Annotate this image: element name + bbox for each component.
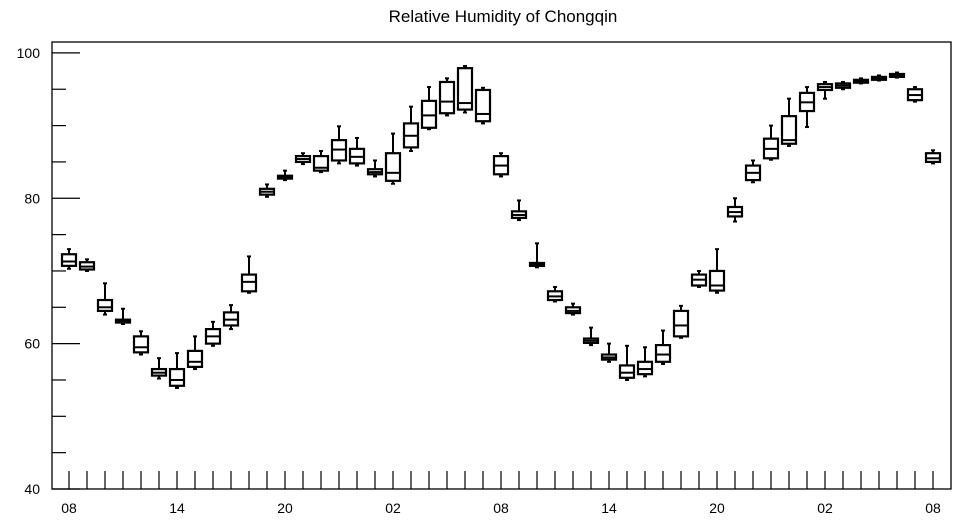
box-plot <box>168 352 186 389</box>
box-body <box>474 88 492 123</box>
box-plot <box>132 330 150 356</box>
box-body <box>60 253 78 267</box>
box-plot <box>762 124 780 161</box>
box-plot <box>492 152 510 178</box>
box-plot <box>870 74 888 82</box>
box-body <box>672 309 690 338</box>
box-plot <box>690 269 708 288</box>
x-tick-label: 20 <box>277 500 293 516</box>
box-plot <box>654 329 672 365</box>
box-plot <box>312 150 330 174</box>
box-plot <box>420 86 438 131</box>
x-tick-label: 14 <box>601 500 617 516</box>
x-tick-label: 14 <box>169 500 185 516</box>
box-plot <box>78 258 96 272</box>
box-plot <box>780 97 798 147</box>
box-plot <box>96 282 114 316</box>
box-plot <box>294 152 312 166</box>
box-plot <box>636 346 654 378</box>
box-body <box>420 99 438 129</box>
box-body <box>168 367 186 387</box>
box-plot <box>708 248 726 294</box>
box-plot <box>924 149 942 165</box>
box-body <box>654 343 672 363</box>
box-body <box>708 269 726 292</box>
box-plot <box>60 248 78 270</box>
box-plot <box>528 242 546 269</box>
box-body <box>438 80 456 115</box>
box-plot <box>726 197 744 223</box>
box-plot <box>240 255 258 294</box>
box-plot <box>204 320 222 347</box>
y-tick-label: 40 <box>24 481 40 497</box>
box-plot <box>186 335 204 371</box>
box-body <box>456 67 474 111</box>
box-body <box>96 298 114 313</box>
box-plot <box>114 307 132 326</box>
box-plot <box>366 159 384 178</box>
box-plot <box>906 86 924 103</box>
box-body <box>618 364 636 379</box>
box-plot <box>600 342 618 363</box>
box-plot <box>618 344 636 381</box>
box-series <box>60 64 942 389</box>
box-plot <box>384 132 402 185</box>
box-plot <box>474 86 492 125</box>
box-body <box>780 115 798 145</box>
box-plot <box>834 80 852 91</box>
chart-title: Relative Humidity of Chongqin <box>389 7 618 26</box>
x-tick-label: 08 <box>61 500 77 516</box>
box-plot <box>276 169 294 182</box>
box-plot <box>888 71 906 79</box>
x-tick-label: 02 <box>817 500 833 516</box>
box-plot <box>330 125 348 165</box>
box-plot <box>852 77 870 85</box>
box-plot <box>222 304 240 331</box>
box-plot <box>258 183 276 198</box>
box-plot <box>150 357 168 380</box>
x-tick-label: 02 <box>385 500 401 516</box>
box-plot <box>816 80 834 100</box>
y-tick-label: 100 <box>17 45 41 61</box>
box-plot <box>438 77 456 117</box>
box-plot <box>744 159 762 184</box>
y-tick-label: 80 <box>24 190 40 206</box>
x-tick-label: 20 <box>709 500 725 516</box>
box-plot <box>564 302 582 316</box>
box-plot <box>582 326 600 347</box>
plot-frame <box>51 41 952 490</box>
x-axis: 08 14 20 02 08 14 20 02 08 <box>61 471 941 516</box>
box-plot <box>348 136 366 167</box>
box-body <box>636 360 654 376</box>
x-tick-label: 08 <box>925 500 941 516</box>
box-plot <box>456 64 474 114</box>
box-plot <box>510 199 528 222</box>
y-tick-label: 60 <box>24 336 40 352</box>
box-body <box>186 349 204 368</box>
box-plot <box>672 304 690 339</box>
box-plot <box>798 86 816 129</box>
y-axis: 40 60 80 100 <box>17 45 80 497</box>
x-tick-label: 08 <box>493 500 509 516</box>
box-body <box>240 273 258 293</box>
box-body <box>384 152 402 182</box>
box-plot <box>546 285 564 303</box>
box-body <box>132 335 150 354</box>
box-plot <box>402 105 420 153</box>
